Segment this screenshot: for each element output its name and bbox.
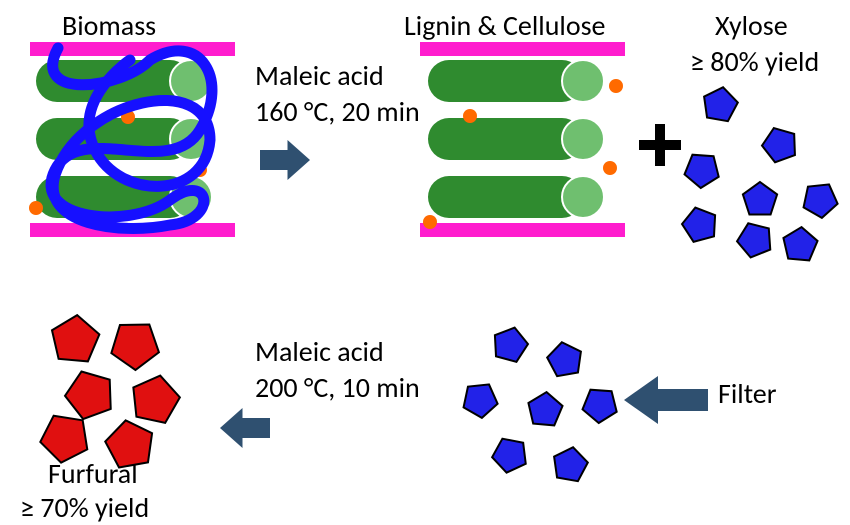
label-step1-l1: Maleic acid xyxy=(255,58,384,93)
label-xylose: Xylose xyxy=(715,8,788,43)
label-furfural: Furfural xyxy=(48,456,138,491)
label-biomass: Biomass xyxy=(62,8,156,43)
label-xylose-yield: ≥ 80% yield xyxy=(690,44,819,79)
label-lignin: Lignin & Cellulose xyxy=(404,8,605,43)
label-filter: Filter xyxy=(718,376,777,411)
label-step2-l1: Maleic acid xyxy=(255,334,384,369)
label-step2-l2: 200 °C, 10 min xyxy=(255,370,420,405)
label-step1-l2: 160 °C, 20 min xyxy=(255,94,420,129)
